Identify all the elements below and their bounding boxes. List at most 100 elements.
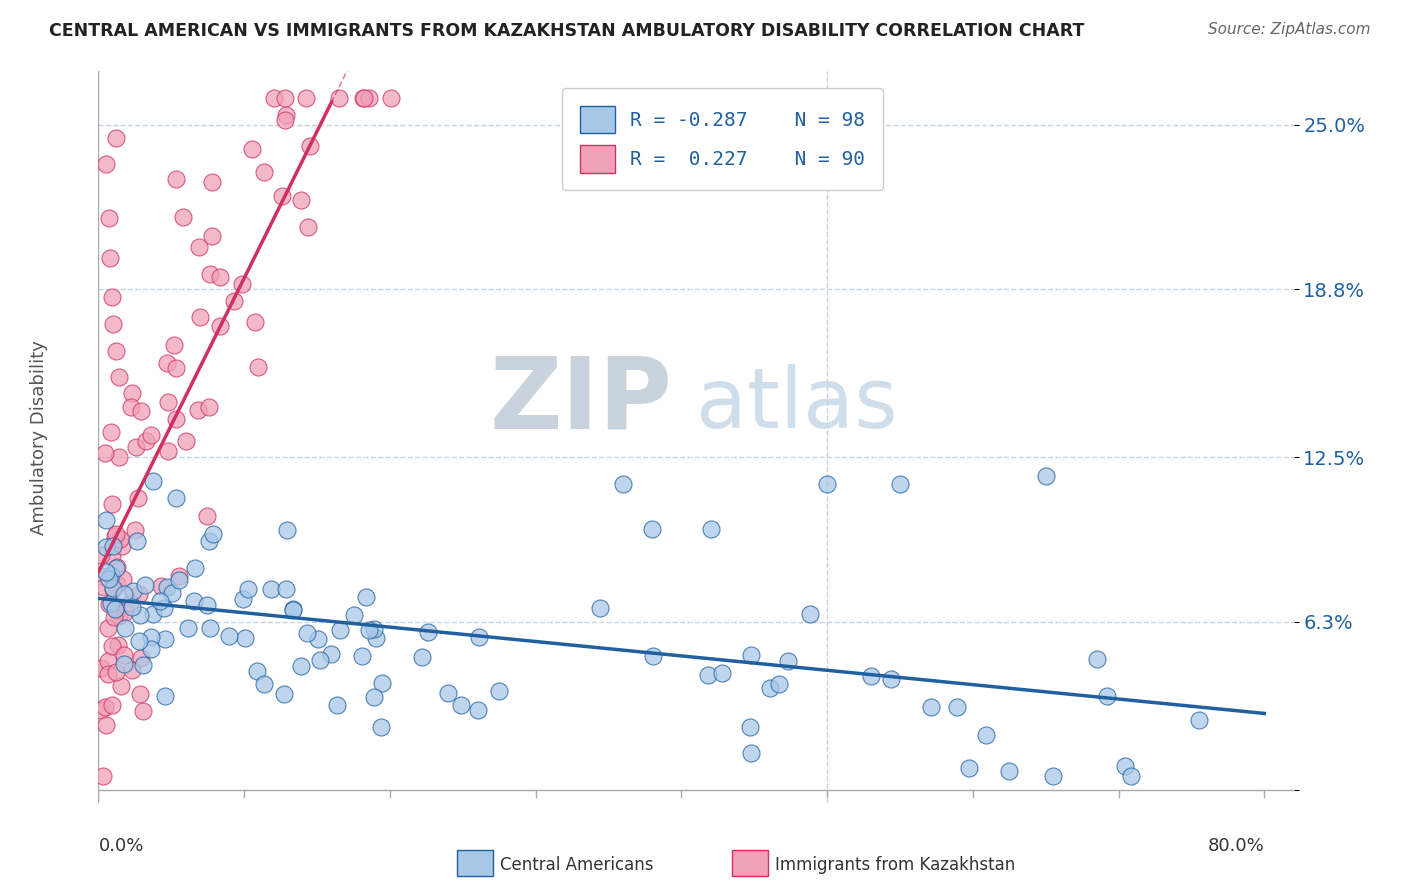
Point	[1085, 651, 1108, 665]
Point	[135, 434, 157, 448]
Point	[366, 631, 388, 645]
Point	[1188, 713, 1211, 727]
Point	[163, 338, 186, 352]
Point	[121, 599, 143, 614]
Point	[290, 194, 312, 208]
Point	[233, 632, 256, 646]
Point	[104, 131, 127, 145]
Point	[295, 91, 318, 105]
Point	[198, 533, 221, 548]
Point	[328, 91, 350, 105]
Point	[100, 567, 122, 582]
Text: Central Americans: Central Americans	[501, 856, 654, 874]
Point	[94, 541, 117, 555]
Point	[112, 587, 135, 601]
Point	[174, 434, 197, 448]
Point	[128, 633, 150, 648]
Point	[200, 621, 222, 635]
Point	[343, 608, 366, 623]
Point	[149, 579, 172, 593]
Point	[162, 586, 184, 600]
Point	[273, 112, 295, 127]
Point	[129, 404, 152, 418]
Point	[128, 608, 150, 623]
Point	[187, 403, 209, 417]
Point	[273, 687, 295, 701]
Point	[352, 91, 374, 105]
Point	[184, 560, 207, 574]
Point	[776, 654, 799, 668]
Point	[411, 650, 433, 665]
Point	[468, 630, 491, 644]
Point	[641, 648, 664, 663]
Point	[197, 598, 219, 612]
Point	[107, 608, 129, 623]
Point	[172, 210, 194, 224]
Point	[329, 623, 352, 637]
Point	[103, 582, 125, 596]
Point	[112, 657, 135, 671]
Point	[859, 669, 882, 683]
Point	[352, 649, 374, 664]
Point	[240, 142, 263, 156]
Text: 80.0%: 80.0%	[1208, 838, 1264, 855]
Point	[208, 319, 231, 334]
Point	[167, 569, 190, 583]
Point	[208, 270, 231, 285]
Point	[114, 605, 136, 619]
Point	[105, 560, 128, 574]
Point	[1095, 689, 1118, 703]
Point	[110, 679, 132, 693]
Point	[93, 580, 115, 594]
Text: Ambulatory Disability: Ambulatory Disability	[30, 340, 48, 534]
Point	[467, 702, 489, 716]
Point	[108, 370, 131, 384]
Point	[128, 687, 150, 701]
Point	[98, 572, 121, 586]
Point	[142, 474, 165, 488]
Point	[197, 508, 219, 523]
Point	[188, 310, 211, 325]
Point	[450, 698, 472, 712]
Point	[711, 666, 734, 681]
Point	[165, 491, 187, 505]
Point	[156, 356, 179, 370]
Point	[281, 601, 304, 615]
Point	[128, 587, 150, 601]
Point	[1119, 769, 1142, 783]
Point	[201, 229, 224, 244]
Point	[142, 607, 165, 622]
Point	[124, 523, 146, 537]
Point	[110, 539, 132, 553]
Point	[156, 580, 179, 594]
Point	[134, 578, 156, 592]
Point	[107, 450, 129, 464]
Text: atlas: atlas	[696, 364, 897, 445]
Point	[263, 91, 285, 105]
Point	[121, 584, 143, 599]
Point	[90, 704, 112, 718]
Text: ZIP: ZIP	[489, 352, 672, 449]
Point	[198, 267, 221, 281]
Point	[260, 582, 283, 597]
Point	[103, 539, 125, 553]
Point	[91, 769, 114, 783]
Point	[290, 659, 312, 673]
Point	[100, 425, 122, 439]
Point	[232, 591, 254, 606]
Point	[100, 595, 122, 609]
Point	[418, 624, 440, 639]
Point	[104, 343, 127, 358]
Point	[125, 441, 148, 455]
Point	[94, 446, 117, 460]
Point	[357, 91, 380, 105]
Point	[309, 652, 332, 666]
Point	[1114, 758, 1136, 772]
Point	[105, 665, 128, 679]
Point	[246, 359, 269, 374]
Point	[114, 621, 136, 635]
Point	[271, 189, 294, 203]
Point	[149, 594, 172, 608]
Point	[104, 529, 127, 543]
Point	[104, 561, 127, 575]
